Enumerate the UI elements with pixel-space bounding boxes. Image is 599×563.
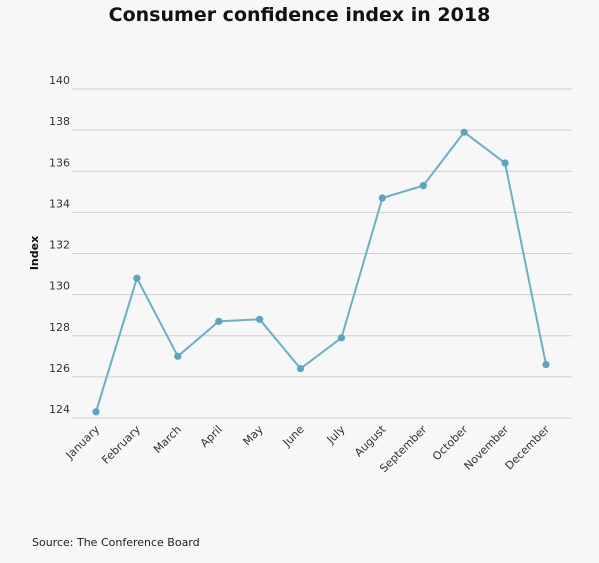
x-tick-label: October — [430, 423, 471, 464]
y-tick-label: 140 — [49, 74, 70, 87]
x-tick-label: January — [63, 423, 103, 463]
data-point — [215, 317, 223, 325]
y-tick-label: 126 — [49, 362, 70, 375]
data-point — [337, 334, 346, 342]
line-chart: 124 126 128 130 132 134 136 138 140 JanuaryFebru… — [28, 74, 572, 475]
x-tick-label: May — [240, 423, 266, 449]
x-tick-label: August — [352, 422, 389, 459]
y-tick-label: 136 — [49, 156, 70, 169]
data-point — [460, 128, 468, 136]
y-tick-label: 128 — [49, 321, 70, 334]
source-note: Source: The Conference Board — [32, 536, 200, 549]
data-point — [92, 408, 100, 416]
x-tick-label: June — [280, 423, 307, 450]
series-line — [95, 130, 547, 413]
data-point — [133, 274, 141, 282]
data-point — [256, 315, 264, 323]
y-axis-ticks: 124 126 128 130 132 134 136 138 140 — [49, 74, 70, 416]
y-tick-label: 130 — [49, 280, 70, 293]
data-point — [296, 365, 305, 373]
y-axis-label: Index — [28, 236, 41, 270]
grid-lines — [72, 88, 572, 419]
data-point — [501, 159, 509, 167]
x-tick-label: February — [99, 423, 143, 467]
series-layer — [92, 128, 550, 416]
y-tick-label: 132 — [49, 239, 70, 252]
data-point — [174, 352, 182, 360]
y-tick-label: 124 — [49, 403, 70, 416]
x-tick-label: July — [324, 423, 348, 447]
x-tick-label: December — [503, 423, 553, 473]
y-tick-label: 138 — [49, 115, 70, 128]
chart-title: Consumer confidence index in 2018 — [108, 4, 491, 26]
x-tick-label: March — [151, 423, 184, 456]
y-tick-label: 134 — [49, 197, 70, 210]
x-tick-label: April — [198, 423, 225, 450]
data-point — [542, 360, 550, 369]
data-point — [419, 182, 427, 190]
data-point — [378, 194, 386, 202]
